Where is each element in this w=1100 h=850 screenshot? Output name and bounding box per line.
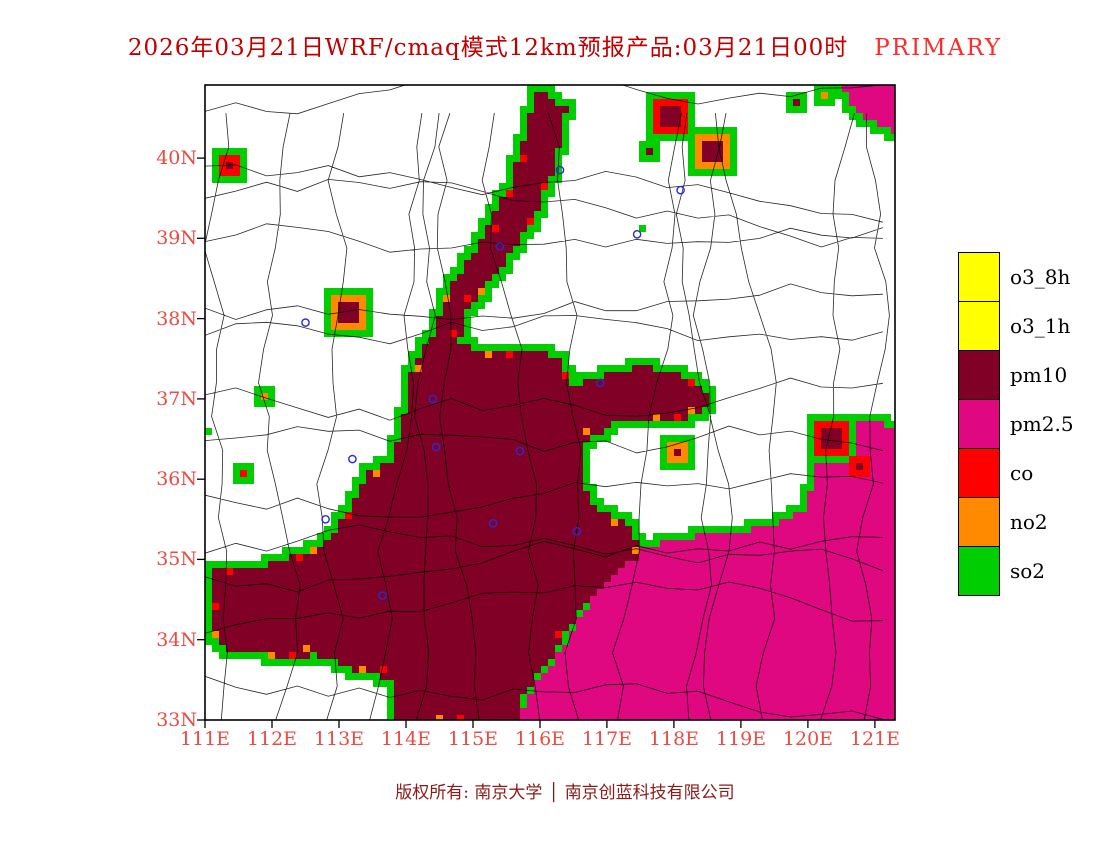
lon-tick-label: 119E	[715, 728, 767, 750]
city-marker	[378, 591, 387, 600]
admin-boundaries	[205, 85, 890, 720]
lat-tick-label: 33N	[156, 708, 197, 731]
lon-tick-label: 118E	[648, 728, 700, 750]
city-marker	[676, 185, 685, 195]
legend-swatch-pm10	[958, 350, 1000, 400]
region-no2	[212, 92, 828, 720]
legend-entry: no2	[958, 497, 1074, 547]
city-marker	[431, 442, 441, 452]
legend-entry: so2	[958, 546, 1074, 596]
city-marker	[488, 518, 498, 528]
legend-swatch-so2	[958, 546, 1000, 596]
city-marker	[555, 165, 565, 175]
region-pm2.5	[520, 85, 895, 720]
city-marker	[301, 318, 310, 327]
lat-tick-label: 36N	[156, 468, 197, 491]
footer-divider: │	[548, 783, 559, 803]
lat-tick-label: 35N	[156, 548, 197, 571]
lon-tick-label: 111E	[179, 728, 231, 750]
legend-label: o3_8h	[1010, 265, 1071, 289]
legend-entry: pm10	[958, 350, 1074, 400]
lon-tick-label: 115E	[447, 728, 499, 750]
legend-label: pm2.5	[1010, 412, 1074, 436]
pollutant-raster	[205, 85, 895, 720]
city-marker	[595, 378, 605, 388]
lon-tick-label: 114E	[380, 728, 432, 750]
lat-tick-label: 34N	[156, 628, 197, 651]
latitude-axis: 40N 39N 38N 37N 36N 35N 34N 33N	[118, 147, 197, 731]
lon-tick-label: 120E	[782, 728, 834, 750]
footer-company: 南京创蓝科技有限公司	[564, 783, 735, 803]
legend-label: pm10	[1010, 363, 1068, 387]
pollutant-legend: o3_8h o3_1h pm10 pm2.5 co no2 so2	[958, 252, 1074, 596]
legend-swatch-o3-1h	[958, 301, 1000, 351]
lon-tick-label: 112E	[246, 728, 298, 750]
lat-tick-label: 38N	[156, 307, 197, 330]
city-marker	[572, 526, 582, 536]
title-main: 2026年03月21日WRF/cmaq模式12km预报产品:03月21日00时	[127, 35, 849, 61]
lon-tick-label: 116E	[514, 728, 566, 750]
legend-entry: o3_1h	[958, 301, 1074, 351]
city-marker	[495, 242, 505, 251]
legend-label: no2	[1010, 510, 1048, 534]
city-marker	[428, 394, 438, 404]
lat-tick-label: 37N	[156, 387, 197, 410]
legend-entry: co	[958, 448, 1074, 498]
legend-entry: pm2.5	[958, 399, 1074, 449]
map-frame	[204, 84, 896, 721]
legend-entry: o3_8h	[958, 252, 1074, 302]
city-marker	[321, 514, 330, 524]
city-marker	[348, 454, 357, 464]
lon-tick-label: 121E	[849, 728, 901, 750]
legend-swatch-pm25	[958, 399, 1000, 449]
forecast-map-canvas	[197, 84, 896, 728]
axis-ticks	[197, 157, 876, 728]
lat-tick-label: 39N	[156, 227, 197, 250]
footer-owner: 版权所有: 南京大学	[395, 783, 543, 803]
title-pollutant-type: PRIMARY	[874, 35, 1003, 61]
legend-swatch-co	[958, 448, 1000, 498]
legend-swatch-no2	[958, 497, 1000, 547]
legend-label: o3_1h	[1010, 314, 1071, 338]
city-marker	[632, 229, 642, 239]
lon-tick-label: 117E	[581, 728, 633, 750]
legend-label: co	[1010, 461, 1034, 485]
legend-swatch-o3-8h	[958, 252, 1000, 302]
lon-tick-label: 113E	[313, 728, 365, 750]
city-markers	[301, 165, 685, 600]
copyright-footer: 版权所有: 南京大学 │ 南京创蓝科技有限公司	[30, 778, 1100, 803]
region-pm10	[212, 92, 863, 720]
lat-tick-label: 40N	[156, 147, 197, 169]
legend-label: so2	[1010, 559, 1046, 583]
longitude-axis: 111E 112E 113E 114E 115E 116E 117E 118E …	[172, 728, 908, 750]
page-title: 2026年03月21日WRF/cmaq模式12km预报产品:03月21日00时 P…	[30, 28, 1100, 62]
city-marker	[515, 446, 525, 456]
